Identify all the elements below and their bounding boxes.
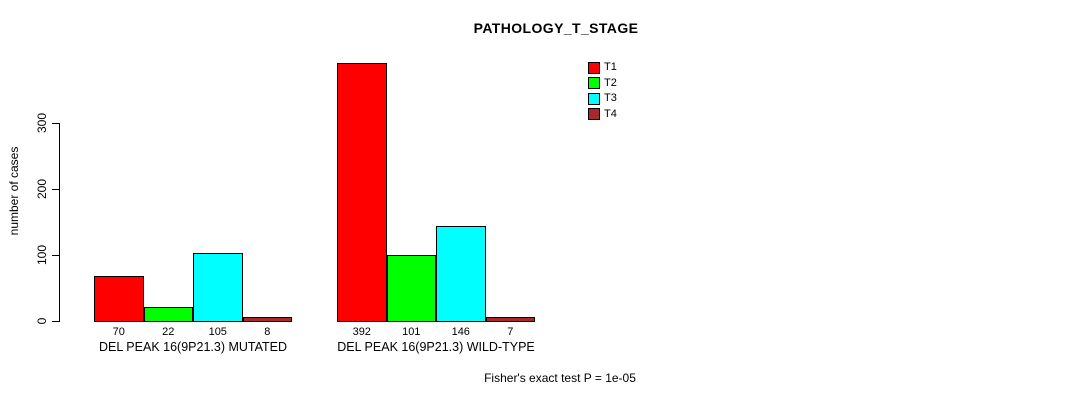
bar-t3-group2 (436, 225, 486, 322)
chart-title: PATHOLOGY_T_STAGE (473, 20, 639, 36)
bar-t4-group1 (242, 316, 292, 322)
bar-value-label: 101 (402, 326, 421, 338)
bar-value-label: 8 (264, 326, 271, 338)
legend-swatch-icon (588, 108, 600, 121)
bar-value-label: 146 (451, 326, 470, 338)
bar-value-label: 22 (162, 326, 175, 338)
bar-value-label: 105 (208, 326, 227, 338)
legend-item-t2: T2 (588, 76, 617, 92)
group-label: DEL PEAK 16(9P21.3) MUTATED (98, 340, 288, 354)
bar-t1-group1 (94, 275, 144, 322)
bar-t4-group2 (485, 317, 535, 322)
y-tick-mark (52, 123, 60, 124)
bar-value-label: 7 (507, 326, 514, 338)
y-tick-label: 200 (35, 178, 49, 200)
legend-swatch-icon (588, 77, 600, 90)
y-tick-mark (52, 321, 60, 322)
legend-item-t3: T3 (588, 91, 617, 107)
bar-t2-group2 (386, 255, 436, 322)
y-tick-label: 300 (35, 112, 49, 134)
bar-t2-group1 (143, 307, 193, 322)
bar-t1-group2 (337, 63, 387, 322)
bar-t3-group1 (193, 252, 243, 322)
legend-label: T4 (604, 107, 617, 120)
legend-item-t1: T1 (588, 60, 617, 76)
y-tick-mark (52, 189, 60, 190)
legend-item-t4: T4 (588, 107, 617, 123)
legend: T1 T2 T3 T4 (588, 60, 617, 122)
legend-label: T1 (604, 61, 617, 74)
y-tick-label: 100 (35, 244, 49, 266)
y-axis-line (59, 123, 60, 322)
y-axis-label: number of cases (7, 146, 21, 236)
y-tick-label: 0 (35, 317, 49, 325)
bar-value-label: 70 (112, 326, 125, 338)
group-label: DEL PEAK 16(9P21.3) WILD-TYPE (337, 340, 535, 354)
legend-label: T3 (604, 92, 617, 105)
stat-test-annotation: Fisher's exact test P = 1e-05 (484, 371, 636, 385)
bar-value-label: 392 (352, 326, 371, 338)
legend-swatch-icon (588, 92, 600, 105)
y-tick-mark (52, 255, 60, 256)
legend-swatch-icon (588, 61, 600, 74)
legend-label: T2 (604, 76, 617, 89)
